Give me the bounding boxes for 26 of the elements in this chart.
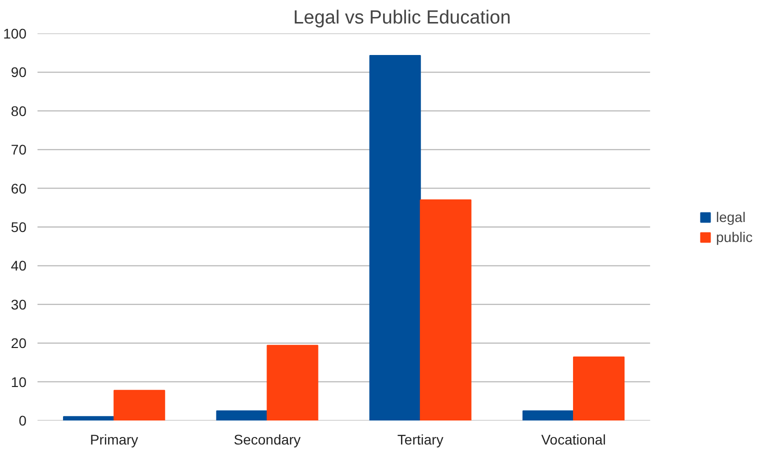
bar xyxy=(216,410,268,420)
bar xyxy=(573,356,625,420)
bar xyxy=(63,416,115,420)
legend-label: public xyxy=(716,228,754,244)
x-tick-label: Tertiary xyxy=(397,432,444,448)
bar xyxy=(522,410,574,420)
y-tick-label: 10 xyxy=(10,374,27,390)
y-tick-label: 90 xyxy=(10,64,27,80)
x-tick-label: Secondary xyxy=(234,432,301,448)
y-tick-label: 40 xyxy=(10,258,27,274)
bar xyxy=(420,199,472,420)
y-tick-label: 80 xyxy=(10,102,27,119)
y-tick-label: 0 xyxy=(18,412,27,428)
chart-title: Legal vs Public Education xyxy=(293,8,511,28)
bar xyxy=(266,344,318,420)
y-tick-label: 100 xyxy=(3,26,27,42)
bar xyxy=(369,55,421,420)
x-tick-label: Vocational xyxy=(541,432,606,448)
bar xyxy=(114,390,166,420)
legend-label: legal xyxy=(716,208,747,224)
y-tick-label: 60 xyxy=(10,180,27,196)
y-tick-label: 70 xyxy=(10,142,27,158)
y-tick-label: 20 xyxy=(10,335,27,352)
y-tick-label: 50 xyxy=(10,219,27,235)
x-tick-label: Primary xyxy=(90,432,138,448)
y-tick-label: 30 xyxy=(10,296,27,312)
